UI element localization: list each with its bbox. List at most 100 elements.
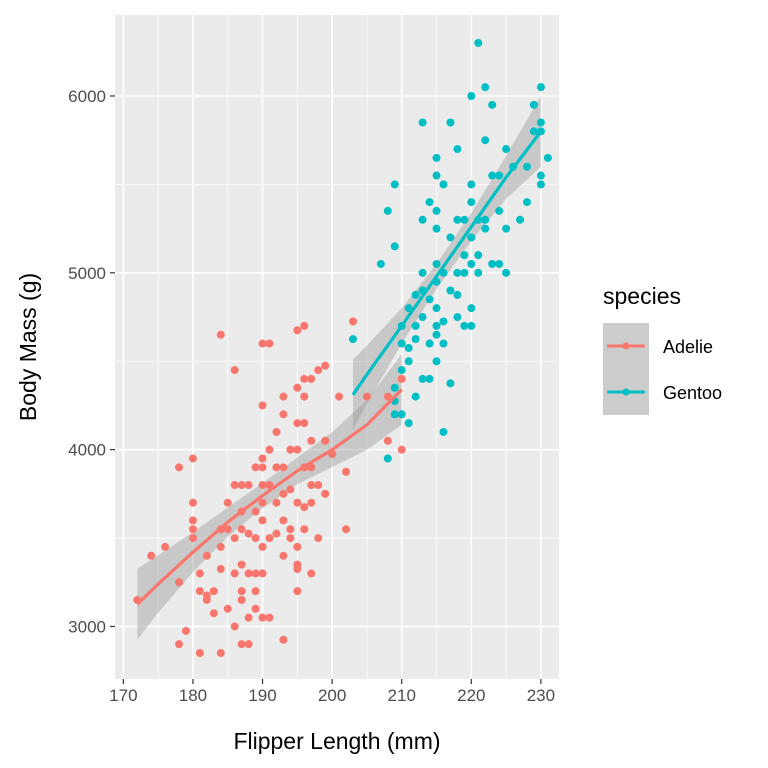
data-point-gentoo	[432, 304, 441, 313]
data-point-gentoo	[432, 330, 441, 339]
legend: species Adelie Gentoo	[603, 283, 722, 415]
data-point-adelie	[286, 525, 295, 534]
data-point-adelie	[195, 569, 204, 578]
data-point-gentoo	[404, 343, 413, 352]
data-point-adelie	[244, 640, 253, 649]
data-point-adelie	[209, 609, 218, 618]
legend-title: species	[603, 283, 681, 309]
data-point-gentoo	[432, 153, 441, 162]
data-point-gentoo	[418, 118, 427, 127]
data-point-adelie	[362, 392, 371, 401]
data-point-gentoo	[349, 335, 358, 344]
data-point-adelie	[258, 339, 267, 348]
data-point-adelie	[244, 529, 253, 538]
data-point-adelie	[314, 366, 323, 375]
data-point-gentoo	[488, 259, 497, 268]
data-point-adelie	[251, 534, 260, 543]
data-point-gentoo	[536, 118, 545, 127]
data-point-adelie	[237, 587, 246, 596]
data-point-adelie	[293, 383, 302, 392]
data-point-gentoo	[411, 290, 420, 299]
data-point-gentoo	[522, 198, 531, 207]
data-point-adelie	[307, 436, 316, 445]
data-point-gentoo	[529, 100, 538, 109]
data-point-adelie	[397, 445, 406, 454]
data-point-gentoo	[376, 259, 385, 268]
data-point-adelie	[258, 569, 267, 578]
data-point-gentoo	[390, 410, 399, 419]
data-point-adelie	[216, 565, 225, 574]
data-point-gentoo	[481, 136, 490, 145]
data-point-gentoo	[460, 251, 469, 260]
data-point-adelie	[230, 534, 239, 543]
data-point-gentoo	[453, 145, 462, 154]
data-point-adelie	[147, 551, 156, 560]
data-point-adelie	[188, 516, 197, 525]
data-point-adelie	[244, 481, 253, 490]
y-axis-ticks: 3000 4000 5000 6000	[68, 87, 115, 636]
data-point-gentoo	[432, 321, 441, 330]
data-point-gentoo	[495, 259, 504, 268]
data-point-gentoo	[467, 233, 476, 242]
data-point-adelie	[195, 649, 204, 658]
data-point-gentoo	[467, 91, 476, 100]
y-axis-title: Body Mass (g)	[15, 273, 41, 421]
data-point-gentoo	[474, 251, 483, 260]
data-point-adelie	[265, 613, 274, 622]
data-point-adelie	[237, 525, 246, 534]
data-point-gentoo	[397, 410, 406, 419]
data-point-adelie	[175, 463, 184, 472]
data-point-gentoo	[390, 180, 399, 189]
data-point-gentoo	[481, 83, 490, 92]
data-point-gentoo	[418, 268, 427, 277]
data-point-gentoo	[425, 198, 434, 207]
data-point-adelie	[300, 321, 309, 330]
data-point-adelie	[293, 565, 302, 574]
data-point-adelie	[258, 542, 267, 551]
data-point-adelie	[230, 622, 239, 631]
data-point-adelie	[251, 569, 260, 578]
data-point-adelie	[258, 481, 267, 490]
data-point-adelie	[209, 587, 218, 596]
data-point-gentoo	[390, 383, 399, 392]
data-point-adelie	[258, 498, 267, 507]
data-point-adelie	[223, 498, 232, 507]
data-point-gentoo	[502, 224, 511, 233]
data-point-gentoo	[453, 268, 462, 277]
legend-item-adelie: Adelie	[603, 323, 713, 369]
data-point-gentoo	[460, 268, 469, 277]
data-point-adelie	[342, 467, 351, 476]
data-point-gentoo	[404, 357, 413, 366]
data-point-gentoo	[529, 127, 538, 136]
data-point-gentoo	[411, 321, 420, 330]
data-point-adelie	[335, 392, 344, 401]
data-point-gentoo	[467, 198, 476, 207]
data-point-adelie	[181, 626, 190, 635]
x-tick-label: 230	[527, 686, 555, 705]
data-point-adelie	[188, 534, 197, 543]
data-point-adelie	[230, 481, 239, 490]
legend-label-gentoo: Gentoo	[663, 383, 722, 403]
x-tick-label: 170	[109, 686, 137, 705]
data-point-adelie	[244, 569, 253, 578]
data-point-adelie	[195, 587, 204, 596]
data-point-gentoo	[425, 374, 434, 383]
confidence-band-adelie	[137, 354, 402, 640]
data-point-adelie	[265, 445, 274, 454]
data-point-gentoo	[488, 171, 497, 180]
data-point-gentoo	[390, 242, 399, 251]
data-point-adelie	[279, 392, 288, 401]
data-point-gentoo	[432, 171, 441, 180]
data-point-gentoo	[488, 100, 497, 109]
data-point-gentoo	[411, 392, 420, 401]
data-point-adelie	[314, 534, 323, 543]
fit-line-adelie	[136, 388, 403, 606]
data-point-gentoo	[453, 215, 462, 224]
legend-item-gentoo: Gentoo	[603, 369, 722, 415]
data-point-adelie	[251, 463, 260, 472]
data-point-gentoo	[411, 335, 420, 344]
data-point-adelie	[293, 419, 302, 428]
data-point-adelie	[293, 498, 302, 507]
data-point-adelie	[383, 392, 392, 401]
data-point-gentoo	[446, 118, 455, 127]
